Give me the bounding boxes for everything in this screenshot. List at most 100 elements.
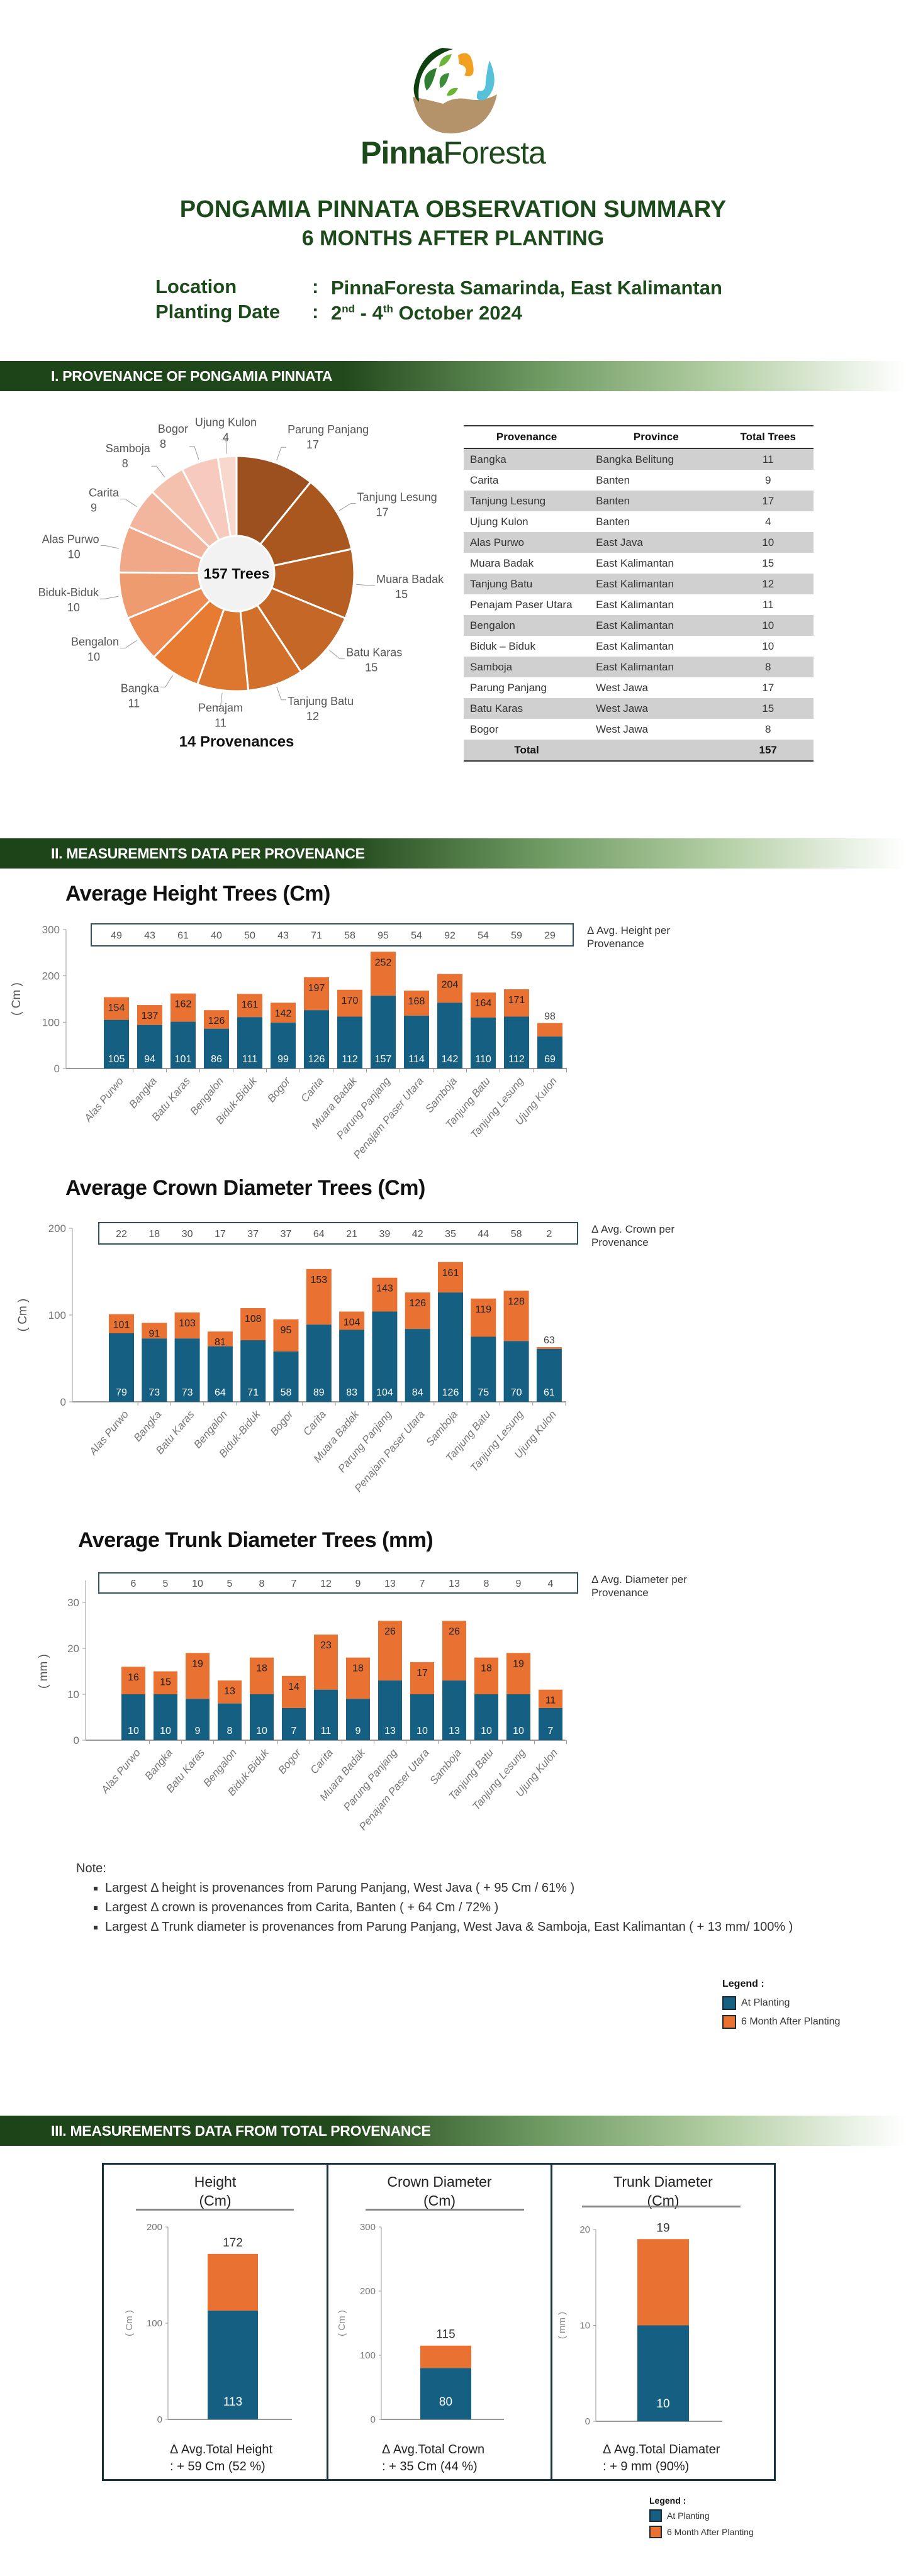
bar-at-planting	[371, 996, 396, 1069]
bar-after-label: 95	[281, 1325, 292, 1336]
table-row: Tanjung Batu East Kalimantan 12	[464, 574, 814, 594]
bar-after	[271, 1002, 296, 1023]
legend-title: Legend :	[722, 1979, 764, 1989]
bar-after	[142, 1323, 167, 1339]
bar-at-planting	[339, 1330, 365, 1402]
bar-after	[504, 989, 529, 1017]
bar-after	[506, 1653, 530, 1694]
cell-province: Banten	[596, 474, 630, 486]
table-row: Bogor West Jawa 8	[464, 719, 814, 740]
bar-after	[250, 1657, 274, 1694]
y-tick-label: 100	[48, 1309, 66, 1321]
brand-logo	[408, 42, 502, 136]
bar-at-planting	[142, 1338, 167, 1402]
bar-after	[346, 1657, 370, 1699]
bar-at-planting	[207, 1346, 233, 1402]
legend-item-at-planting: At Planting	[649, 2509, 754, 2522]
pie-leader-line	[189, 446, 199, 460]
x-tick-label: Ujung Kulon	[513, 1746, 560, 1799]
date-sup: nd	[342, 303, 355, 315]
bar-at-planting-label: 10	[513, 1726, 524, 1736]
pie-value-label: 10	[68, 548, 81, 561]
y-axis-label: ( mm )	[37, 1654, 50, 1689]
bar-at-planting	[405, 1329, 430, 1402]
panel-title-line: Crown Diameter	[387, 2174, 492, 2190]
bar-after-label: 170	[342, 996, 359, 1006]
divider	[582, 2206, 741, 2207]
bar-after	[438, 1262, 463, 1293]
cell-total-trees: 10	[762, 640, 775, 652]
planting-date-label: Planting Date	[155, 301, 281, 323]
note-title: Note:	[76, 1862, 106, 1875]
location-colon: :	[312, 275, 319, 297]
bar-after	[537, 1023, 562, 1037]
legend-swatch	[722, 2015, 736, 2029]
bar-at-planting-label: 79	[116, 1387, 127, 1398]
pie-slice	[152, 572, 238, 686]
legend-label: At Planting	[667, 2511, 710, 2521]
cell-province: East Kalimantan	[596, 640, 674, 652]
note-item: Largest Δ crown is provenances from Cari…	[105, 1898, 800, 1918]
cell-province: West Jawa	[596, 723, 648, 735]
x-tick-label: Bengalon	[201, 1746, 239, 1789]
bar-at-planting-label: 83	[346, 1387, 357, 1398]
x-tick-label: Batu Karas	[149, 1075, 193, 1123]
bar-after-label: 26	[449, 1626, 460, 1637]
bar-after	[282, 1675, 306, 1708]
delta-value-label: 12	[320, 1579, 332, 1589]
cell-total-trees: 15	[762, 557, 775, 569]
bar-at-planting	[346, 1699, 370, 1740]
delta-legend-label: Δ Avg. Diameter per	[591, 1574, 687, 1585]
delta-value: : + 9 mm (90%)	[603, 2460, 690, 2473]
bar-after-label: 119	[476, 1304, 492, 1315]
delta-value-label: 44	[478, 1229, 489, 1240]
x-tick-label: Bangka	[131, 1408, 164, 1443]
bar-at-planting	[337, 1016, 362, 1069]
col-total-trees: Total Trees	[722, 425, 814, 449]
legend-label: 6 Month After Planting	[741, 2016, 841, 2027]
delta-label: Δ Avg.Total Diamater	[603, 2443, 720, 2457]
bar-after	[474, 1657, 498, 1694]
bar-at-planting-label: 126	[442, 1387, 459, 1398]
note-block: Note: Largest Δ height is provenances fr…	[76, 1862, 800, 1937]
delta-value-label: 35	[445, 1229, 456, 1240]
bar-at-planting	[154, 1694, 177, 1740]
pie-leader-line	[328, 650, 345, 660]
legend: Legend : At Planting 6 Month After Plant…	[722, 1979, 840, 2034]
bar-after	[304, 977, 329, 1011]
x-tick-label: Penajam Paser Utara	[352, 1408, 427, 1494]
bar-at-planting	[174, 1338, 200, 1402]
x-tick-label: Carita	[308, 1746, 335, 1776]
bar-at-planting	[237, 1017, 262, 1069]
bar-after-label: 161	[242, 999, 259, 1010]
y-tick-label: 100	[42, 1016, 60, 1028]
bar-at-planting	[250, 1694, 274, 1740]
cell-total-label: Total	[464, 740, 590, 762]
bar-at-planting	[171, 1021, 196, 1069]
bar-at-planting-label: 13	[449, 1726, 460, 1736]
bar-after-label: 11	[545, 1696, 556, 1706]
bar-after-label: 143	[376, 1284, 393, 1294]
bar-at-planting-label: 10	[128, 1726, 139, 1736]
bar-after	[237, 994, 262, 1018]
bar-at-planting-label: 105	[108, 1054, 125, 1065]
delta-value-label: 58	[511, 1229, 522, 1240]
legend-swatch	[649, 2509, 662, 2522]
crown-chart-title: Average Crown Diameter Trees (Cm)	[65, 1176, 425, 1200]
table-total-row: Total 157	[464, 740, 814, 762]
delta-legend-label: Δ Avg. Height per	[587, 924, 670, 936]
cell-provenance: Samboja	[464, 657, 590, 677]
x-tick-label: Alas Purwo	[82, 1075, 126, 1124]
cell-provenance: Batu Karas	[464, 698, 590, 719]
bar-at-planting	[271, 1023, 296, 1069]
bar-at-planting-label: 114	[408, 1054, 425, 1065]
pie-value-label: 8	[160, 438, 166, 450]
pie-slice	[127, 490, 238, 575]
bar-after	[186, 1653, 210, 1699]
delta-value-label: 9	[516, 1579, 522, 1589]
delta-value-label: 29	[544, 931, 556, 941]
delta-legend-label: Provenance	[591, 1587, 649, 1599]
height-chart-title: Average Height Trees (Cm)	[65, 882, 330, 906]
pie-label: Tanjung Batu	[288, 695, 354, 708]
bar-after-label: 128	[508, 1296, 525, 1307]
